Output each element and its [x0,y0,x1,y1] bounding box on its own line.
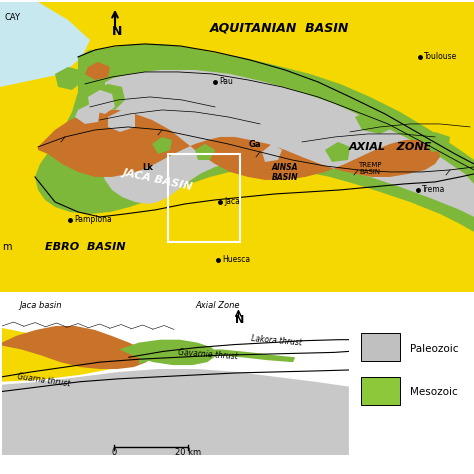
Polygon shape [152,137,172,154]
Text: AINSA
BASIN: AINSA BASIN [272,163,298,182]
Polygon shape [355,110,395,134]
FancyBboxPatch shape [361,377,400,405]
Polygon shape [78,50,118,84]
Text: Paleozoic: Paleozoic [410,344,458,354]
Text: EBRO  BASIN: EBRO BASIN [45,242,125,252]
Polygon shape [420,132,450,152]
Polygon shape [195,144,215,160]
Text: Toulouse: Toulouse [424,53,457,62]
Polygon shape [75,104,100,124]
Polygon shape [0,2,90,87]
Polygon shape [108,110,135,132]
Text: Guarna thrust: Guarna thrust [17,372,71,389]
Polygon shape [119,340,217,365]
Text: Trema: Trema [422,185,446,194]
Text: Jaca: Jaca [224,198,240,207]
Text: Axial Zone: Axial Zone [195,301,240,310]
Text: N: N [235,315,244,325]
Text: Lk: Lk [143,163,154,172]
Text: CAY: CAY [5,13,21,22]
Text: TREMP
BASIN: TREMP BASIN [358,162,382,175]
Polygon shape [88,90,115,114]
Polygon shape [2,326,150,369]
Text: Mesozoic: Mesozoic [410,387,458,398]
FancyBboxPatch shape [361,333,400,361]
Text: Huesca: Huesca [222,255,250,264]
Polygon shape [55,67,82,90]
Polygon shape [92,84,125,110]
Text: m: m [2,242,11,252]
Text: Gavarnie thrust: Gavarnie thrust [178,348,238,361]
Polygon shape [0,2,474,292]
Text: Pamplona: Pamplona [74,216,112,225]
Polygon shape [38,110,440,180]
Text: N: N [112,25,122,38]
Polygon shape [85,62,110,80]
Polygon shape [2,369,349,455]
Text: AQUITANIAN  BASIN: AQUITANIAN BASIN [210,22,350,35]
Polygon shape [0,2,90,87]
Bar [168,154,240,242]
Text: Jaca basin: Jaca basin [19,301,62,310]
Text: AXIAL   ZONE: AXIAL ZONE [348,142,432,152]
Polygon shape [325,142,350,162]
Polygon shape [2,328,111,385]
Text: 0: 0 [112,448,117,457]
Polygon shape [100,70,474,217]
Polygon shape [139,349,295,364]
Text: Lakora thrust: Lakora thrust [251,334,302,347]
Text: 20 km: 20 km [174,448,201,457]
Text: Ga: Ga [249,140,261,149]
Text: JACA BASIN: JACA BASIN [122,167,194,192]
Text: Pau: Pau [219,77,233,86]
Polygon shape [35,44,474,232]
Polygon shape [262,144,282,162]
